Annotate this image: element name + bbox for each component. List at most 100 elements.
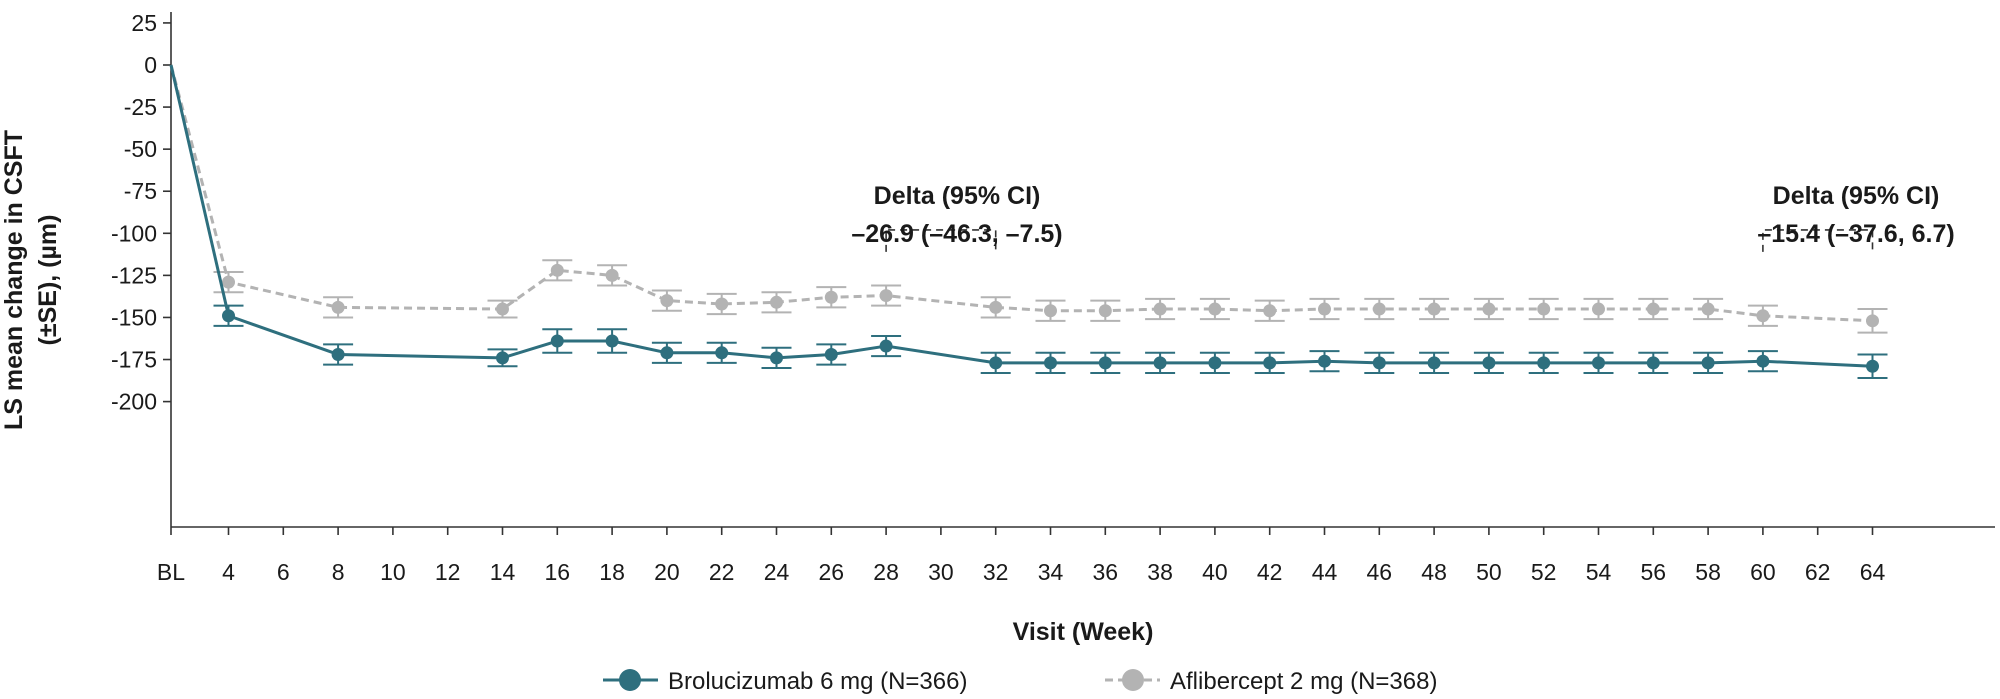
data-point [1646,302,1660,316]
x-tick-label: 8 [332,559,345,585]
x-tick-label: 64 [1860,559,1886,585]
x-tick-label: 50 [1476,559,1502,585]
data-point [1537,356,1551,370]
legend-marker-brolucizumab [619,669,641,691]
x-tick-label: 16 [545,559,571,585]
x-tick-label: 38 [1147,559,1173,585]
data-point [660,294,674,308]
data-point [1044,304,1057,318]
data-point [1318,354,1331,368]
data-point [879,339,893,353]
y-axis-title-line1: LS mean change in CSFT [0,130,28,430]
annotation-2-value: –15.4 (–37.6, 6.7) [1757,220,1954,248]
data-point [1427,356,1441,370]
x-tick-label: 60 [1750,559,1776,585]
data-point [1263,304,1277,318]
x-tick-label: 42 [1257,559,1283,585]
legend-label-brolucizumab: Brolucizumab 6 mg (N=366) [668,668,967,695]
data-point [1208,302,1222,316]
data-point [605,334,619,348]
y-tick-label: -125 [111,262,157,288]
series-brolucizumab [169,64,1888,380]
legend-item-brolucizumab: Brolucizumab 6 mg (N=366) [603,668,967,695]
x-tick-label: 56 [1641,559,1667,585]
data-point [496,351,509,365]
axes-layer [170,12,1995,528]
series-line [169,64,1873,368]
x-tick-label: 62 [1805,559,1831,585]
y-tick-label: -50 [124,136,157,162]
y-tick-label: -200 [111,389,157,415]
legend: Brolucizumab 6 mg (N=366) Aflibercept 2 … [603,668,1437,695]
y-tick-label: -150 [111,304,157,330]
data-point [550,263,564,277]
x-tick-label: 14 [490,559,516,585]
data-point [1646,356,1660,370]
data-point [770,295,783,309]
data-point [715,297,729,311]
legend-marker-aflibercept [1122,669,1144,691]
data-point [331,300,345,314]
data-point [1701,356,1715,370]
x-tick-label: 6 [277,559,290,585]
y-tick-label: -25 [124,94,157,120]
data-point [989,356,1003,370]
data-point [770,351,783,365]
x-tick-label: 22 [709,559,735,585]
data-point [222,275,235,289]
y-tick-label: -100 [111,220,157,246]
x-tick-label: 10 [380,559,406,585]
x-tick-label: 24 [764,559,790,585]
data-point [1372,356,1386,370]
y-tick-label: 25 [131,10,157,36]
data-point [605,268,619,282]
data-point [989,300,1003,314]
data-point [1701,302,1715,316]
data-point [1372,302,1386,316]
data-point [1592,356,1605,370]
x-tick-label: 46 [1367,559,1393,585]
x-tick-label: 58 [1695,559,1721,585]
data-point [1537,302,1551,316]
legend-label-aflibercept: Aflibercept 2 mg (N=368) [1170,668,1437,695]
delta-bracket [1762,229,1874,252]
data-point [1427,302,1441,316]
data-point [496,302,509,316]
x-tick-label: 26 [819,559,845,585]
data-point [550,334,564,348]
legend-item-aflibercept: Aflibercept 2 mg (N=368) [1105,668,1437,695]
x-tick-label: 32 [983,559,1009,585]
x-tick-label: 28 [873,559,899,585]
data-point [824,290,838,304]
data-point [660,346,674,360]
data-point [1044,356,1057,370]
data-point [1153,356,1167,370]
x-tick-label: 40 [1202,559,1228,585]
y-ticks: 25 0 -25 -50 -75 -100 -125 -150 -175 -200 [111,10,171,415]
x-tick-label: 48 [1421,559,1447,585]
y-tick-label: 0 [144,52,157,78]
data-point [824,347,838,361]
x-tick-label: 18 [599,559,625,585]
x-tick-label: BL [157,559,185,585]
data-point [222,309,235,323]
data-point [1756,309,1770,323]
data-point [1098,356,1112,370]
x-ticks: BL 4 6 8 10 12 14 16 18 20 22 24 26 28 30 32 34 36 38 40 42 4… [157,527,1886,585]
data-point [1866,359,1879,373]
x-tick-label: 44 [1312,559,1338,585]
y-tick-label: -75 [124,178,157,204]
data-point [879,289,893,303]
x-tick-label: 30 [928,559,954,585]
y-tick-label: -175 [111,347,157,373]
data-point [1482,302,1496,316]
data-point [1208,356,1222,370]
data-point [1592,302,1605,316]
x-tick-label: 12 [435,559,461,585]
delta-bracket [885,229,997,252]
delta-brackets [885,229,1874,252]
data-point [1153,302,1167,316]
data-point [715,346,729,360]
x-axis-title: Visit (Week) [1013,618,1154,646]
